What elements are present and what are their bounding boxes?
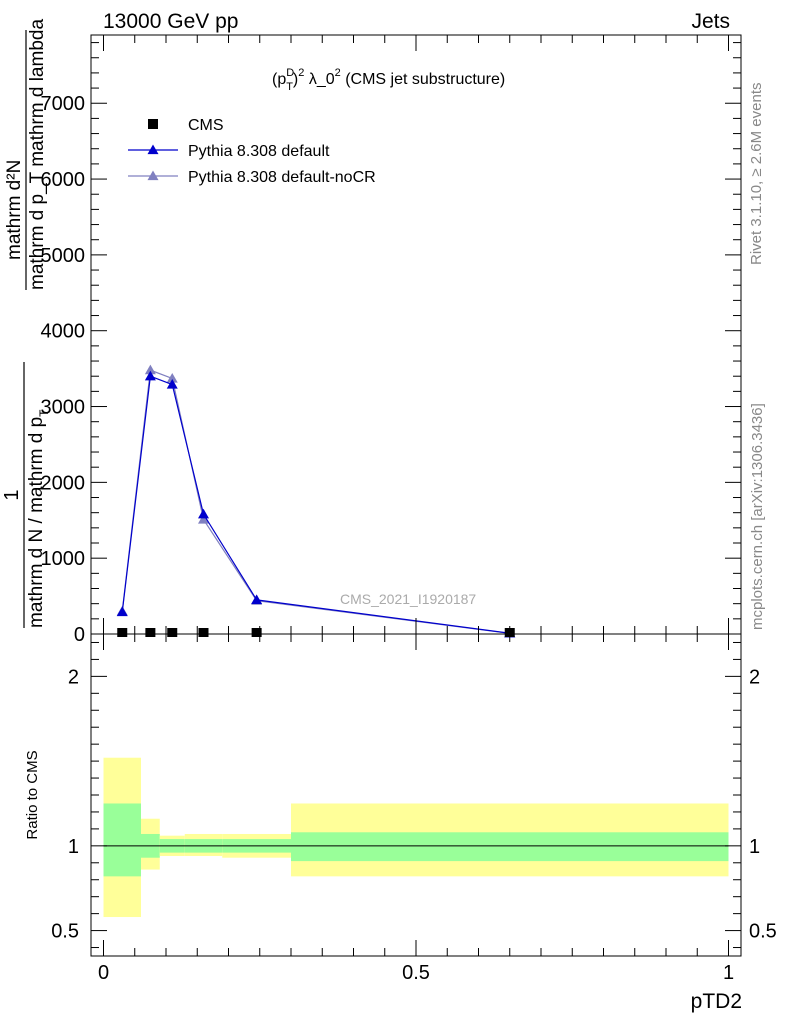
- main-ytick-label: 1000: [41, 548, 86, 570]
- ratio-panel: 0.5 0.5 1 1 2 2 0 0.5 1 Ratio to CMS pTD2: [24, 633, 777, 1013]
- series-point-1: [251, 594, 263, 605]
- ylabel-prefactor-num: 1: [1, 489, 23, 500]
- ratio-ylabel: Ratio to CMS: [24, 750, 41, 839]
- series-point-2: [198, 514, 209, 524]
- series-point-2: [144, 364, 156, 375]
- legend-marker: [147, 144, 159, 155]
- legend: CMS Pythia 8.308 default Pythia 8.308 defa…: [128, 117, 376, 186]
- series-point-1: [198, 508, 209, 519]
- legend-label: CMS: [188, 117, 224, 134]
- series-point-1: [116, 606, 128, 617]
- ratio-xlabel: pTD2: [691, 990, 742, 1013]
- ratio-data-layer: [103, 757, 729, 918]
- series-line-1: [121, 375, 510, 634]
- rivet-version-label: Rivet 3.1.10, ≥ 2.6M events: [748, 83, 765, 266]
- ratio-xtick-label: 1: [723, 962, 734, 984]
- ratio-ytick-label-right: 0.5: [749, 921, 777, 943]
- cms-point: [117, 628, 128, 637]
- ratio-inner-band: [103, 803, 141, 877]
- cms-point: [251, 628, 262, 637]
- main-ytick-label: 3000: [41, 397, 86, 419]
- ratio-xtick-label: 0: [98, 962, 109, 984]
- main-ytick-label: 4000: [41, 321, 86, 343]
- main-ytick-label: 6000: [41, 169, 86, 191]
- series-point-1: [144, 370, 156, 381]
- ratio-ytick-label-right: 1: [749, 836, 760, 858]
- main-ytick-label: 5000: [41, 245, 86, 267]
- ratio-xtick-label: 0.5: [402, 962, 430, 984]
- header-left-label: 13000 GeV pp: [103, 10, 238, 33]
- analysis-watermark: CMS_2021_I1920187: [340, 591, 476, 607]
- series-point-1: [166, 379, 178, 389]
- ratio-ytick-label-right: 2: [749, 666, 760, 688]
- series-point-2: [166, 372, 178, 383]
- legend-swatch-cms: [148, 119, 158, 129]
- mcplots-label: mcplots.cern.ch [arXiv:1306.3436]: [749, 403, 766, 630]
- main-ytick-label: 2000: [41, 472, 86, 494]
- main-data-layer: [116, 364, 516, 638]
- main-ytick-label: 7000: [41, 93, 86, 115]
- header-right-label: Jets: [691, 10, 730, 33]
- cms-point: [145, 628, 156, 637]
- main-ylabel: 1 mathrm d N / mathrm d pT mathrm d²N ma…: [1, 19, 51, 628]
- main-ticks: 0 1000 2000 3000 4000 5000 6000 7000: [41, 35, 741, 646]
- cms-point: [167, 628, 178, 637]
- ratio-frame: [90, 633, 742, 957]
- ratio-inner-band: [291, 832, 729, 862]
- ratio-ytick-label-left: 2: [68, 666, 79, 688]
- ratio-ticks: 0.5 0.5 1 1 2 2 0 0.5 1: [51, 634, 777, 984]
- ylabel-num: mathrm d²N: [4, 160, 25, 260]
- legend-label: Pythia 8.308 default: [188, 143, 330, 160]
- ratio-ytick-label-left: 1: [68, 836, 79, 858]
- ratio-ytick-label-left: 0.5: [51, 921, 79, 943]
- main-ytick-label: 0: [74, 624, 85, 646]
- legend-marker: [147, 170, 159, 181]
- cms-point: [198, 628, 209, 637]
- main-panel: 0 1000 2000 3000 4000 5000 6000 7000 (pD T)2 λ_0…: [41, 34, 742, 646]
- main-title: (pD T)2 λ_02 (CMS jet substructure): [272, 67, 505, 93]
- legend-label: Pythia 8.308 default-noCR: [188, 169, 376, 186]
- ylabel-prefactor-den: mathrm d N / mathrm d pT: [26, 409, 51, 628]
- ylabel-den: mathrm d p_T mathrm d lambda: [27, 19, 48, 290]
